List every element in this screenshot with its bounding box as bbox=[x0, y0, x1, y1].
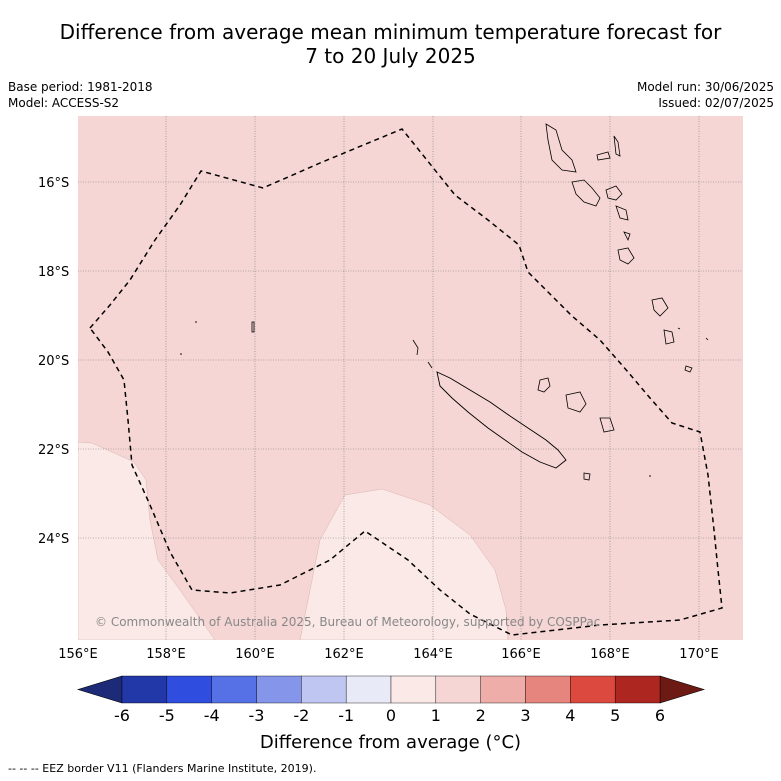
model-run-text: Model run: 30/06/2025 bbox=[636, 80, 774, 94]
colorbar-segment bbox=[480, 675, 526, 704]
issued-text: Issued: 02/07/2025 bbox=[658, 96, 774, 110]
lat-tick-label: 16°S bbox=[38, 176, 69, 191]
reef-coastline bbox=[251, 321, 255, 333]
islet-marker bbox=[180, 353, 182, 355]
colorbar-tick-label: -1 bbox=[338, 706, 354, 725]
anomaly-region-west bbox=[78, 441, 216, 640]
belep-islands-coastline bbox=[412, 339, 419, 356]
colorbar-tick-label: -6 bbox=[114, 706, 130, 725]
base-period-text: Base period: 1981-2018 bbox=[8, 80, 153, 94]
colorbar-segment bbox=[166, 675, 212, 704]
colorbar-tick-label: 2 bbox=[476, 706, 486, 725]
lat-tick-label: 24°S bbox=[38, 532, 69, 547]
colorbar-tick-label: -3 bbox=[249, 706, 265, 725]
mare-coastline bbox=[599, 417, 615, 433]
colorbar-high-extension bbox=[659, 675, 706, 704]
colorbar-label: Difference from average (°C) bbox=[259, 732, 522, 753]
isle-of-pines-coastline bbox=[583, 472, 591, 481]
ouvea-coastline bbox=[537, 377, 551, 393]
lifou-coastline bbox=[565, 391, 587, 413]
colorbar-segment bbox=[435, 675, 481, 704]
lon-tick-label: 170°E bbox=[679, 647, 719, 662]
colorbar-segment bbox=[345, 675, 392, 704]
lon-tick-label: 160°E bbox=[235, 647, 275, 662]
copyright-text: © Commonwealth of Australia 2025, Bureau… bbox=[95, 615, 600, 629]
colorbar-tick-label: 3 bbox=[520, 706, 530, 725]
map-gridlines bbox=[78, 116, 743, 640]
colorbar-segment bbox=[614, 675, 661, 704]
colorbar-segment bbox=[570, 675, 616, 704]
colorbar-tick-label: -4 bbox=[204, 706, 220, 725]
map-title-line2: 7 to 20 July 2025 bbox=[305, 44, 476, 68]
colorbar-segment bbox=[301, 675, 347, 704]
colorbar-segment bbox=[211, 675, 257, 704]
lat-tick-label: 20°S bbox=[38, 354, 69, 369]
lon-tick-label: 156°E bbox=[58, 647, 98, 662]
islet-marker bbox=[195, 321, 197, 323]
new-caledonia-coastline bbox=[436, 371, 567, 469]
colorbar-tick-label: -2 bbox=[293, 706, 309, 725]
vanuatu-islands-coastline bbox=[545, 123, 709, 373]
colorbar: -6 -5 -4 -3 -2 -1 0 1 2 3 4 5 6 bbox=[76, 675, 706, 725]
colorbar-tick-label: 6 bbox=[655, 706, 665, 725]
islet-marker bbox=[649, 475, 651, 477]
eez-border bbox=[89, 128, 723, 636]
anomaly-region-south bbox=[299, 488, 509, 640]
eez-footnote: -- -- -- EEZ border V11 (Flanders Marine… bbox=[8, 762, 317, 775]
lon-tick-label: 162°E bbox=[324, 647, 364, 662]
colorbar-segment bbox=[121, 675, 168, 704]
lon-tick-label: 158°E bbox=[146, 647, 186, 662]
lon-tick-label: 166°E bbox=[501, 647, 541, 662]
colorbar-tick-label: 4 bbox=[565, 706, 575, 725]
map-title-line1: Difference from average mean minimum tem… bbox=[59, 20, 722, 44]
colorbar-tick-label: 0 bbox=[386, 706, 396, 725]
lat-tick-label: 18°S bbox=[38, 265, 69, 280]
colorbar-low-extension bbox=[76, 675, 123, 704]
colorbar-tick-label: -5 bbox=[159, 706, 175, 725]
colorbar-segment bbox=[256, 675, 302, 704]
colorbar-segment bbox=[525, 675, 571, 704]
northern-islet-coastline bbox=[427, 361, 433, 369]
lon-tick-label: 168°E bbox=[590, 647, 630, 662]
lon-tick-label: 164°E bbox=[413, 647, 453, 662]
lat-tick-label: 22°S bbox=[38, 443, 69, 458]
colorbar-tick-label: 5 bbox=[610, 706, 620, 725]
colorbar-segment bbox=[390, 675, 437, 704]
colorbar-tick-label: 1 bbox=[431, 706, 441, 725]
model-text: Model: ACCESS-S2 bbox=[8, 96, 120, 110]
